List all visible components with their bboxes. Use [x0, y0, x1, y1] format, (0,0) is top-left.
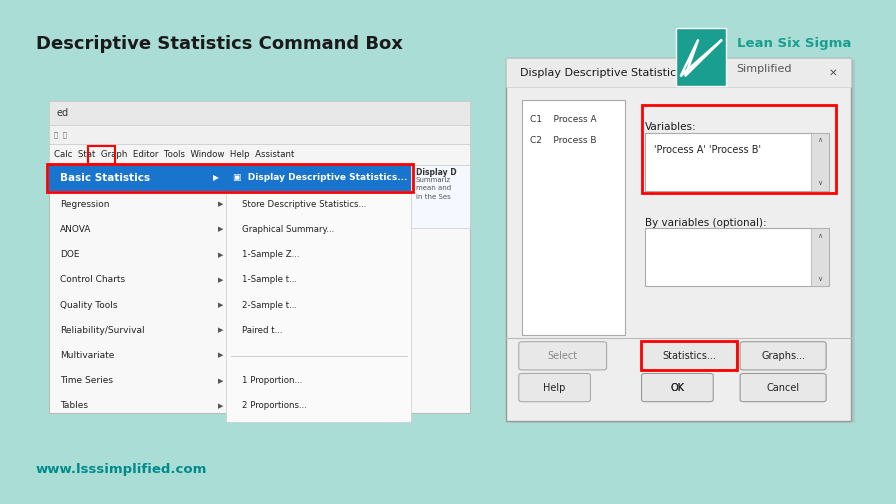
- Text: DOE: DOE: [60, 250, 80, 259]
- Text: Reliability/Survival: Reliability/Survival: [60, 326, 144, 335]
- Text: ▶: ▶: [218, 202, 223, 207]
- Text: ▶: ▶: [218, 277, 223, 283]
- Text: ANOVA: ANOVA: [60, 225, 91, 234]
- FancyBboxPatch shape: [506, 58, 851, 421]
- Text: in the Ses: in the Ses: [416, 194, 451, 200]
- FancyBboxPatch shape: [522, 100, 625, 335]
- Text: 2-Sample t...: 2-Sample t...: [242, 301, 297, 309]
- Text: ▣  Display Descriptive Statistics...: ▣ Display Descriptive Statistics...: [233, 173, 408, 182]
- Text: Graphs...: Graphs...: [761, 351, 806, 361]
- Text: Graphical Summary...: Graphical Summary...: [242, 225, 334, 234]
- Text: OK: OK: [670, 383, 685, 393]
- Text: Descriptive Statistics Command Box: Descriptive Statistics Command Box: [36, 35, 402, 53]
- FancyBboxPatch shape: [642, 373, 713, 402]
- FancyBboxPatch shape: [49, 101, 470, 413]
- FancyBboxPatch shape: [740, 342, 826, 370]
- Text: Paired t...: Paired t...: [242, 326, 283, 335]
- Text: ∨: ∨: [817, 276, 823, 282]
- FancyBboxPatch shape: [226, 165, 411, 191]
- FancyBboxPatch shape: [645, 228, 829, 286]
- Text: 1-Sample t...: 1-Sample t...: [242, 276, 297, 284]
- Text: 'Process A' 'Process B': 'Process A' 'Process B': [654, 145, 761, 155]
- Text: ▶: ▶: [218, 378, 223, 384]
- Text: Help: Help: [544, 383, 565, 393]
- Text: ▶: ▶: [218, 328, 223, 333]
- Text: OK: OK: [670, 383, 685, 393]
- FancyBboxPatch shape: [642, 342, 737, 370]
- Text: Variables:: Variables:: [645, 122, 697, 133]
- FancyBboxPatch shape: [49, 165, 226, 191]
- Text: Lean Six Sigma: Lean Six Sigma: [737, 37, 851, 50]
- Text: Select: Select: [547, 351, 578, 361]
- FancyBboxPatch shape: [510, 60, 855, 423]
- FancyBboxPatch shape: [49, 144, 470, 165]
- Text: Simplified: Simplified: [737, 65, 792, 75]
- Text: Regression: Regression: [60, 200, 109, 209]
- Text: 2 Proportions...: 2 Proportions...: [242, 402, 307, 410]
- Text: Summariz: Summariz: [416, 177, 451, 182]
- Text: ▶: ▶: [218, 353, 223, 358]
- Text: ▶: ▶: [218, 302, 223, 308]
- Text: Cancel: Cancel: [767, 383, 799, 393]
- FancyBboxPatch shape: [506, 58, 851, 87]
- Text: www.lsssimplified.com: www.lsssimplified.com: [36, 463, 207, 476]
- Text: ▶: ▶: [212, 173, 219, 182]
- Text: Store Descriptive Statistics...: Store Descriptive Statistics...: [242, 200, 366, 209]
- Text: ed: ed: [56, 108, 69, 118]
- Text: ∧: ∧: [817, 233, 823, 239]
- Text: C1    Process A: C1 Process A: [530, 115, 596, 124]
- Text: By variables (optional):: By variables (optional):: [645, 218, 767, 228]
- Text: Multivariate: Multivariate: [60, 351, 115, 360]
- FancyBboxPatch shape: [676, 28, 726, 86]
- Text: Time Series: Time Series: [60, 376, 113, 385]
- FancyBboxPatch shape: [411, 165, 470, 228]
- Text: Basic Statistics: Basic Statistics: [60, 173, 151, 183]
- Text: Statistics...: Statistics...: [662, 351, 716, 361]
- Text: mean and: mean and: [416, 185, 451, 191]
- FancyBboxPatch shape: [811, 228, 829, 286]
- Text: 1 Proportion...: 1 Proportion...: [242, 376, 303, 385]
- FancyBboxPatch shape: [49, 101, 470, 125]
- Text: 🗋  🔍: 🗋 🔍: [54, 131, 67, 138]
- FancyBboxPatch shape: [226, 191, 411, 422]
- FancyBboxPatch shape: [519, 342, 607, 370]
- FancyBboxPatch shape: [740, 373, 826, 402]
- FancyBboxPatch shape: [811, 133, 829, 191]
- Text: ∧: ∧: [817, 137, 823, 143]
- Text: ▶: ▶: [218, 403, 223, 409]
- FancyBboxPatch shape: [519, 373, 590, 402]
- Text: ✕: ✕: [829, 68, 838, 78]
- Text: 1-Sample Z...: 1-Sample Z...: [242, 250, 300, 259]
- Text: Tables: Tables: [60, 402, 88, 410]
- Text: ∨: ∨: [817, 180, 823, 186]
- Text: ▶: ▶: [218, 227, 223, 232]
- Text: Control Charts: Control Charts: [60, 276, 125, 284]
- FancyBboxPatch shape: [49, 125, 470, 144]
- Text: Display Descriptive Statistics: Display Descriptive Statistics: [520, 68, 682, 78]
- Text: Quality Tools: Quality Tools: [60, 301, 117, 309]
- Text: Display D: Display D: [416, 168, 457, 177]
- Text: Calc  Stat  Graph  Editor  Tools  Window  Help  Assistant: Calc Stat Graph Editor Tools Window Help…: [54, 150, 294, 159]
- Text: C2    Process B: C2 Process B: [530, 136, 596, 145]
- FancyBboxPatch shape: [645, 133, 829, 191]
- Text: ▶: ▶: [218, 252, 223, 258]
